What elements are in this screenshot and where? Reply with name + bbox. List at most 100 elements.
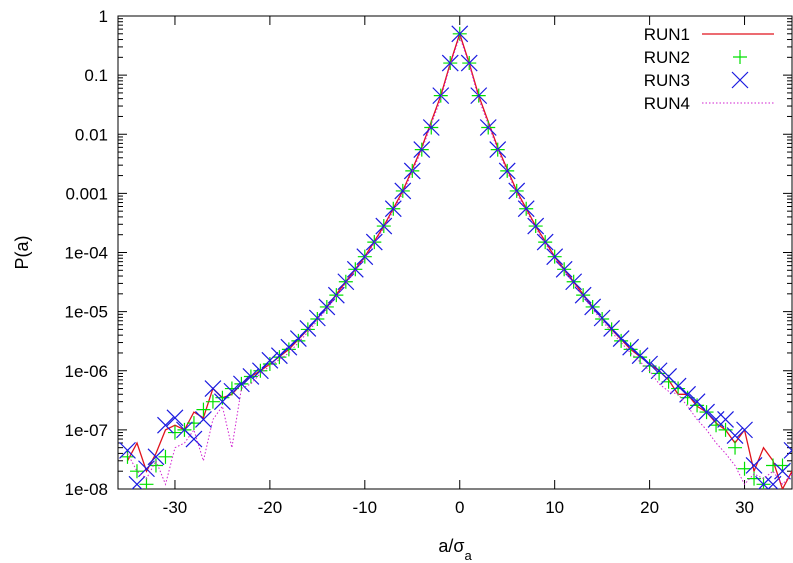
data-point-run2 [604, 322, 619, 337]
data-point-run3 [128, 475, 146, 489]
data-point-run3 [498, 162, 516, 180]
data-point-run3 [432, 87, 450, 105]
data-point-run2 [737, 461, 752, 476]
data-point-run3 [622, 338, 640, 356]
data-point-run3 [631, 347, 649, 365]
data-point-run3 [726, 427, 744, 445]
data-point-run3 [764, 475, 782, 489]
data-point-run3 [346, 260, 364, 278]
data-point-run3 [508, 182, 526, 200]
data-point-run2 [196, 402, 211, 417]
data-point-run3 [774, 462, 791, 480]
series-run3 [119, 25, 792, 489]
data-point-run2 [614, 333, 629, 348]
data-point-run3 [375, 217, 393, 235]
data-point-run3 [270, 347, 288, 365]
data-point-run3 [612, 330, 630, 348]
data-point-run2 [291, 333, 306, 348]
data-point-run2 [205, 394, 220, 409]
x-tick-label: 20 [640, 498, 659, 517]
x-tick-label: -20 [258, 498, 283, 517]
x-tick-label: 0 [455, 498, 464, 517]
data-point-run2 [652, 366, 667, 381]
data-point-run3 [783, 441, 792, 459]
x-axis-label-subscript: a [464, 548, 472, 563]
plot-frame [117, 15, 793, 490]
data-point-run3 [327, 286, 345, 304]
x-tick-label: -10 [353, 498, 378, 517]
data-point-run3 [451, 25, 469, 43]
y-tick-label: 1e-04 [65, 244, 108, 263]
data-point-run3 [242, 368, 260, 385]
data-point-run2 [158, 449, 173, 464]
data-point-run3 [119, 441, 136, 459]
data-point-run2 [728, 440, 743, 455]
x-tick-label: 10 [545, 498, 564, 517]
data-point-run3 [745, 457, 763, 474]
y-tick-label: 1e-07 [65, 421, 108, 440]
data-point-run3 [204, 380, 222, 397]
data-point-run3 [527, 217, 545, 235]
data-point-run3 [356, 248, 374, 266]
data-point-run3 [755, 475, 772, 489]
data-point-run2 [310, 312, 325, 327]
data-point-run3 [441, 54, 459, 72]
y-tick-label: 0.01 [75, 125, 108, 144]
data-point-run2 [120, 449, 135, 464]
data-point-run3 [460, 54, 478, 72]
x-tick-label: -30 [163, 498, 188, 517]
legend-label-run3: RUN3 [644, 71, 690, 90]
legend-swatch-run2 [733, 50, 747, 64]
data-point-run3 [717, 411, 734, 428]
x-axis-label: a/σa [438, 536, 472, 563]
axis-ticks [118, 15, 792, 490]
data-point-run2 [262, 357, 277, 372]
data-point-run2 [300, 322, 315, 337]
series-run4 [127, 34, 792, 486]
data-point-run3 [223, 382, 241, 400]
data-point-run3 [232, 375, 250, 393]
data-point-run3 [413, 141, 431, 159]
data-point-run2 [167, 425, 182, 440]
data-point-run2 [633, 350, 648, 365]
data-point-run2 [680, 390, 695, 405]
data-point-run3 [422, 119, 440, 136]
data-point-run2 [148, 458, 163, 473]
legend-label-run2: RUN2 [644, 48, 690, 67]
series-run1 [126, 31, 792, 489]
data-point-run3 [308, 309, 326, 327]
data-point-run2 [690, 398, 705, 413]
data-point-run3 [536, 233, 554, 251]
series-line-run1 [126, 31, 792, 489]
data-point-run3 [707, 411, 725, 428]
data-point-run2 [272, 350, 287, 365]
legend-label-run4: RUN4 [644, 94, 690, 113]
data-point-run2 [709, 418, 724, 433]
y-tick-label: 1e-06 [65, 362, 108, 381]
data-point-run3 [470, 87, 488, 105]
series-line-run4 [127, 34, 792, 486]
data-point-run3 [593, 309, 611, 327]
legend-swatch-run3 [731, 71, 749, 89]
data-point-run3 [365, 233, 383, 251]
data-point-run2 [281, 342, 296, 357]
data-point-run3 [261, 351, 279, 369]
data-point-run2 [671, 381, 686, 396]
data-point-run3 [479, 119, 497, 136]
data-point-run3 [280, 338, 298, 356]
data-point-run3 [736, 421, 753, 439]
data-point-run3 [669, 377, 687, 395]
legend-label-run1: RUN1 [644, 25, 690, 44]
data-point-run2 [775, 458, 790, 473]
y-tick-label: 1e-08 [65, 480, 108, 499]
y-axis-label: P(a) [12, 235, 32, 269]
data-point-run3 [251, 362, 269, 380]
data-point-run2 [718, 422, 733, 437]
data-point-run3 [299, 319, 317, 337]
y-tick-label: 1e-05 [65, 303, 108, 322]
data-point-run3 [394, 182, 412, 200]
data-point-run3 [546, 248, 564, 266]
data-point-run2 [623, 342, 638, 357]
data-point-run2 [139, 477, 154, 489]
